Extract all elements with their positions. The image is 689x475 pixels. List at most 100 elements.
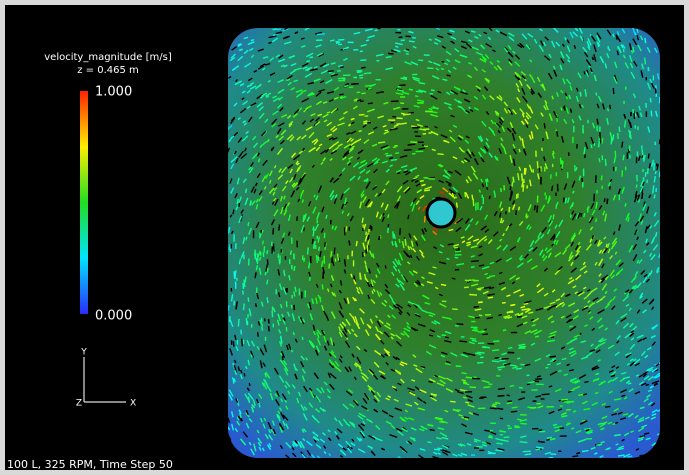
vector-streak xyxy=(401,113,405,114)
vector-streak xyxy=(349,241,350,246)
vector-streak xyxy=(547,437,552,438)
vector-streak xyxy=(628,383,631,384)
vector-streak xyxy=(456,250,460,251)
vector-streak xyxy=(233,210,234,215)
vector-streak xyxy=(404,170,407,171)
vector-streak xyxy=(277,29,281,30)
vector-streak xyxy=(336,41,339,42)
vector-streak xyxy=(327,112,330,113)
vector-streak xyxy=(510,305,515,306)
vector-streak xyxy=(450,401,456,402)
vector-streak xyxy=(651,110,652,116)
vector-streak xyxy=(408,144,416,145)
vector-streak xyxy=(562,160,563,164)
vector-streak xyxy=(604,198,605,202)
vector-streak xyxy=(507,426,510,427)
vector-streak xyxy=(474,441,477,442)
vector-streak xyxy=(255,272,256,278)
vector-streak xyxy=(376,275,377,278)
vector-streak xyxy=(332,226,333,229)
vector-streak xyxy=(511,411,517,412)
vector-streak xyxy=(431,90,434,91)
vector-streak xyxy=(302,200,303,203)
vector-streak xyxy=(441,69,444,70)
vector-streak xyxy=(616,167,617,171)
vector-streak xyxy=(479,315,483,316)
vector-streak xyxy=(229,230,230,233)
vector-streak xyxy=(267,259,268,265)
vector-streak xyxy=(594,379,599,380)
vector-streak xyxy=(536,403,541,404)
vector-streak xyxy=(406,54,409,55)
vector-streak xyxy=(643,169,644,172)
vector-streak xyxy=(338,40,344,41)
vector-streak xyxy=(317,255,318,263)
vector-streak xyxy=(493,404,497,405)
vector-streak xyxy=(596,93,597,96)
vector-streak xyxy=(527,384,530,385)
vector-streak xyxy=(370,225,371,229)
colorbar-min: 0.000 xyxy=(95,309,132,324)
vector-streak xyxy=(263,241,264,245)
vector-streak xyxy=(282,356,283,360)
vector-streak xyxy=(385,265,386,268)
vector-streak xyxy=(584,213,585,217)
vector-streak xyxy=(317,34,325,35)
vector-streak xyxy=(512,182,513,188)
vector-streak xyxy=(459,341,467,342)
vector-streak xyxy=(465,419,468,420)
vector-streak xyxy=(501,188,502,192)
vector-streak xyxy=(584,382,588,383)
vector-streak xyxy=(517,419,521,420)
vector-streak xyxy=(359,75,363,76)
vector-streak xyxy=(251,40,254,41)
vector-streak xyxy=(618,455,625,456)
vector-streak xyxy=(331,251,332,257)
vector-streak xyxy=(483,334,488,335)
vector-streak xyxy=(606,244,607,247)
colorbar-title: velocity_magnitude [m/s] xyxy=(44,52,172,63)
vector-streak xyxy=(534,205,535,210)
vector-streak xyxy=(636,185,637,188)
vector-streak xyxy=(492,350,499,351)
vector-streak xyxy=(492,406,497,407)
vector-streak xyxy=(429,335,433,336)
vector-streak xyxy=(255,253,256,260)
vector-streak xyxy=(618,133,619,139)
vector-streak xyxy=(572,456,578,457)
vector-streak xyxy=(588,207,589,213)
vector-streak xyxy=(408,215,409,219)
vector-streak xyxy=(622,142,623,148)
vector-streak xyxy=(499,360,505,361)
vector-streak xyxy=(455,251,461,252)
vector-streak xyxy=(512,407,518,408)
vector-streak xyxy=(441,284,446,285)
vector-streak xyxy=(234,271,235,279)
vector-streak xyxy=(654,176,655,182)
vector-streak xyxy=(464,417,469,418)
vector-streak xyxy=(366,40,369,41)
vector-streak xyxy=(542,148,543,151)
vector-streak xyxy=(510,365,516,366)
vector-streak xyxy=(519,149,520,152)
vector-streak xyxy=(601,176,602,181)
vector-streak xyxy=(592,57,593,60)
vector-streak xyxy=(513,177,514,183)
caption: 100 L, 325 RPM, Time Step 50 xyxy=(7,458,173,471)
vector-streak xyxy=(627,456,632,457)
vector-streak xyxy=(320,297,321,303)
vector-streak xyxy=(477,352,484,353)
vector-streak xyxy=(392,241,393,245)
vector-streak xyxy=(542,394,550,395)
vector-streak xyxy=(478,302,483,303)
vector-streak xyxy=(474,329,478,330)
vector-streak xyxy=(645,38,646,43)
vector-streak xyxy=(483,387,490,388)
vector-streak xyxy=(479,265,484,266)
vector-streak xyxy=(562,359,566,360)
vector-streak xyxy=(619,127,620,132)
vector-streak xyxy=(279,224,280,230)
vector-streak xyxy=(466,280,471,281)
vector-streak xyxy=(250,313,251,316)
vector-streak xyxy=(490,408,497,409)
